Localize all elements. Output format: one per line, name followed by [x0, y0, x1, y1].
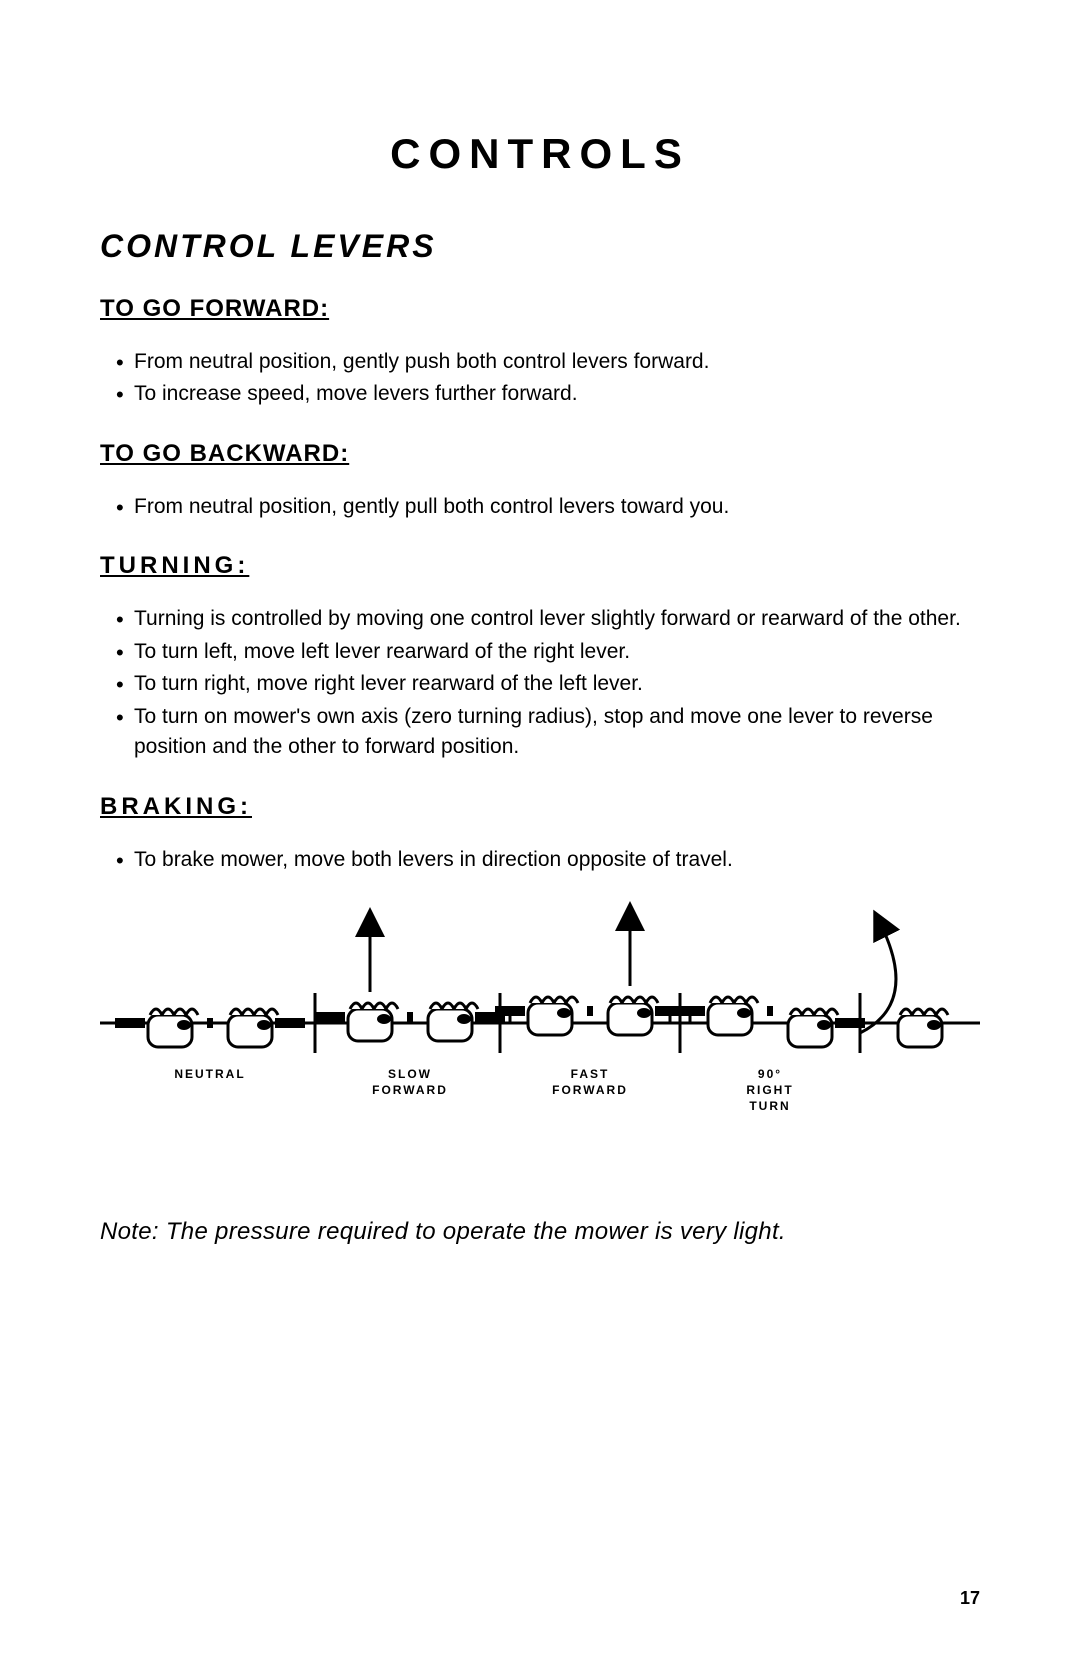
controls-diagram: NEUTRAL SLOW FORWARD FAST FORWARD 90° RIGHT TUR…	[100, 893, 980, 1133]
svg-text:90°: 90°	[758, 1067, 782, 1081]
list-item: To turn on mower's own axis (zero turnin…	[134, 702, 980, 763]
heading-braking: BRAKING:	[100, 793, 980, 821]
svg-text:FAST: FAST	[571, 1067, 610, 1081]
svg-text:FORWARD: FORWARD	[372, 1083, 448, 1097]
section-title: CONTROL LEVERS	[100, 228, 980, 265]
svg-text:FORWARD: FORWARD	[552, 1083, 628, 1097]
list-item: To brake mower, move both levers in dire…	[134, 845, 980, 875]
manual-page: CONTROLS CONTROL LEVERS TO GO FORWARD: F…	[0, 0, 1080, 1669]
braking-list: To brake mower, move both levers in dire…	[100, 845, 980, 875]
heading-forward: TO GO FORWARD:	[100, 295, 980, 323]
list-item: From neutral position, gently push both …	[134, 347, 980, 377]
page-number: 17	[960, 1588, 980, 1609]
svg-text:TURN: TURN	[749, 1099, 790, 1113]
svg-text:NEUTRAL: NEUTRAL	[174, 1067, 245, 1081]
backward-list: From neutral position, gently pull both …	[100, 492, 980, 522]
list-item: To increase speed, move levers further f…	[134, 379, 980, 409]
forward-list: From neutral position, gently push both …	[100, 347, 980, 410]
note-text: Note: The pressure required to operate t…	[100, 1218, 980, 1246]
turning-list: Turning is controlled by moving one cont…	[100, 604, 980, 762]
list-item: From neutral position, gently pull both …	[134, 492, 980, 522]
svg-text:RIGHT: RIGHT	[746, 1083, 793, 1097]
svg-text:SLOW: SLOW	[388, 1067, 432, 1081]
list-item: To turn left, move left lever rearward o…	[134, 637, 980, 667]
page-title: CONTROLS	[100, 130, 980, 178]
heading-backward: TO GO BACKWARD:	[100, 440, 980, 468]
heading-turning: TURNING:	[100, 552, 980, 580]
list-item: To turn right, move right lever rearward…	[134, 669, 980, 699]
list-item: Turning is controlled by moving one cont…	[134, 604, 980, 634]
